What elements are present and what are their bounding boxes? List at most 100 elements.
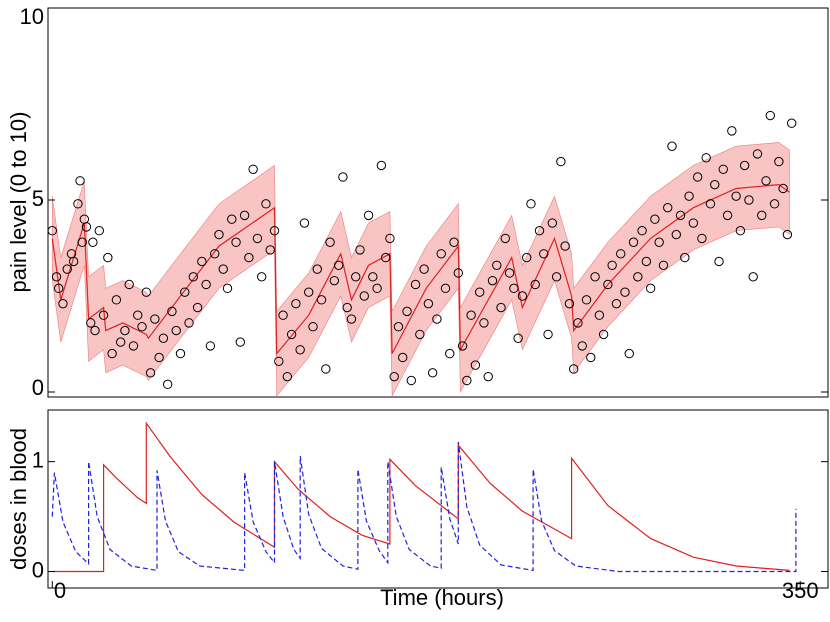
data-point <box>103 252 113 263</box>
data-point <box>86 318 96 328</box>
data-point <box>338 172 348 182</box>
data-point <box>765 110 776 121</box>
y-axis-label: doses in blood <box>6 428 31 570</box>
data-point <box>53 283 64 294</box>
data-point <box>175 348 186 359</box>
data-point <box>154 352 164 363</box>
data-point <box>598 329 609 340</box>
data-point <box>590 272 600 282</box>
data-point <box>415 329 425 340</box>
data-point <box>500 233 511 244</box>
data-point <box>543 329 553 340</box>
data-point <box>81 222 92 232</box>
data-point <box>547 218 558 228</box>
data-point <box>466 310 476 320</box>
data-point <box>325 237 335 247</box>
data-point <box>628 237 639 247</box>
data-point <box>688 218 699 228</box>
data-point <box>133 310 143 320</box>
data-point <box>603 279 613 290</box>
data-point <box>368 272 378 282</box>
y-axis-label: pain level (0 to 10) <box>6 112 31 293</box>
data-point <box>453 268 464 278</box>
data-point <box>286 329 297 340</box>
data-point <box>568 364 579 374</box>
y-tick-label: 10 <box>20 4 44 29</box>
data-point <box>577 341 587 351</box>
data-point <box>180 287 190 297</box>
data-point <box>705 199 716 209</box>
data-point <box>492 260 502 270</box>
data-point <box>329 275 340 286</box>
data-point <box>701 153 711 163</box>
data-point <box>650 214 660 224</box>
data-point <box>94 226 104 236</box>
data-point <box>51 272 62 282</box>
data-point <box>735 226 746 236</box>
data-point <box>752 149 763 159</box>
data-point <box>359 291 369 301</box>
data-point <box>244 252 254 263</box>
data-point <box>692 172 703 182</box>
data-point <box>406 375 416 386</box>
data-point <box>564 298 575 309</box>
data-point <box>487 275 498 286</box>
data-point <box>594 310 605 320</box>
data-point <box>774 156 784 167</box>
data-point <box>248 164 258 174</box>
data-point <box>235 337 246 347</box>
data-point <box>256 272 267 282</box>
data-point <box>363 210 374 221</box>
data-point <box>671 229 681 240</box>
data-point <box>539 249 549 259</box>
confidence-band <box>51 142 790 397</box>
data-point <box>380 252 391 263</box>
data-point <box>393 322 404 332</box>
data-point <box>436 249 446 259</box>
data-point <box>205 341 216 351</box>
axes-box <box>47 7 829 398</box>
data-point <box>227 214 237 224</box>
data-point <box>402 306 412 317</box>
data-point <box>107 348 117 359</box>
data-point <box>573 318 583 328</box>
data-point <box>98 310 109 320</box>
y-tick-label: 5 <box>32 186 44 211</box>
data-point <box>663 202 673 213</box>
data-point <box>214 229 224 240</box>
y-tick-label: 0 <box>32 375 44 400</box>
data-point <box>624 348 634 359</box>
data-point <box>530 279 540 290</box>
data-point <box>526 199 536 209</box>
data-point <box>145 368 156 378</box>
data-point <box>68 256 79 267</box>
data-point <box>62 264 72 274</box>
data-point <box>141 287 152 297</box>
x-axis-label: Time (hours) <box>380 585 504 610</box>
data-point <box>534 226 545 236</box>
data-point <box>722 210 733 221</box>
data-point <box>188 272 199 282</box>
x-tick-label: 0 <box>54 578 66 603</box>
data-point <box>427 368 438 378</box>
data-point <box>111 295 122 305</box>
data-point <box>355 245 365 255</box>
data-point <box>551 272 562 282</box>
data-point <box>697 233 707 244</box>
data-point <box>316 295 327 305</box>
data-point <box>462 375 472 386</box>
data-point <box>727 126 737 136</box>
data-point <box>658 260 669 270</box>
data-point <box>372 283 382 294</box>
data-point <box>731 191 741 201</box>
data-point <box>684 191 694 201</box>
line <box>52 421 790 573</box>
data-point <box>184 318 194 328</box>
data-point <box>385 233 395 244</box>
data-point <box>616 249 626 259</box>
data-point <box>201 279 211 290</box>
data-point <box>637 226 647 236</box>
data-point <box>496 302 506 313</box>
data-point <box>423 298 434 309</box>
data-point <box>312 264 322 274</box>
